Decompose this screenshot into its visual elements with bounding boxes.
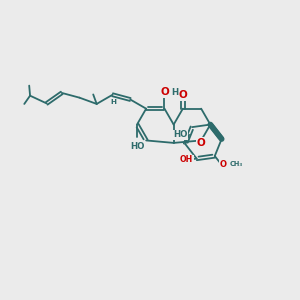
Text: H: H — [110, 99, 116, 105]
Text: O: O — [178, 90, 187, 100]
Text: CH₃: CH₃ — [230, 161, 243, 167]
Text: O: O — [220, 160, 226, 169]
Text: H: H — [172, 88, 179, 97]
Text: O: O — [197, 138, 206, 148]
Text: HO: HO — [173, 130, 188, 139]
Text: O: O — [160, 87, 169, 97]
Text: HO: HO — [130, 142, 144, 151]
Text: OH: OH — [180, 155, 193, 164]
